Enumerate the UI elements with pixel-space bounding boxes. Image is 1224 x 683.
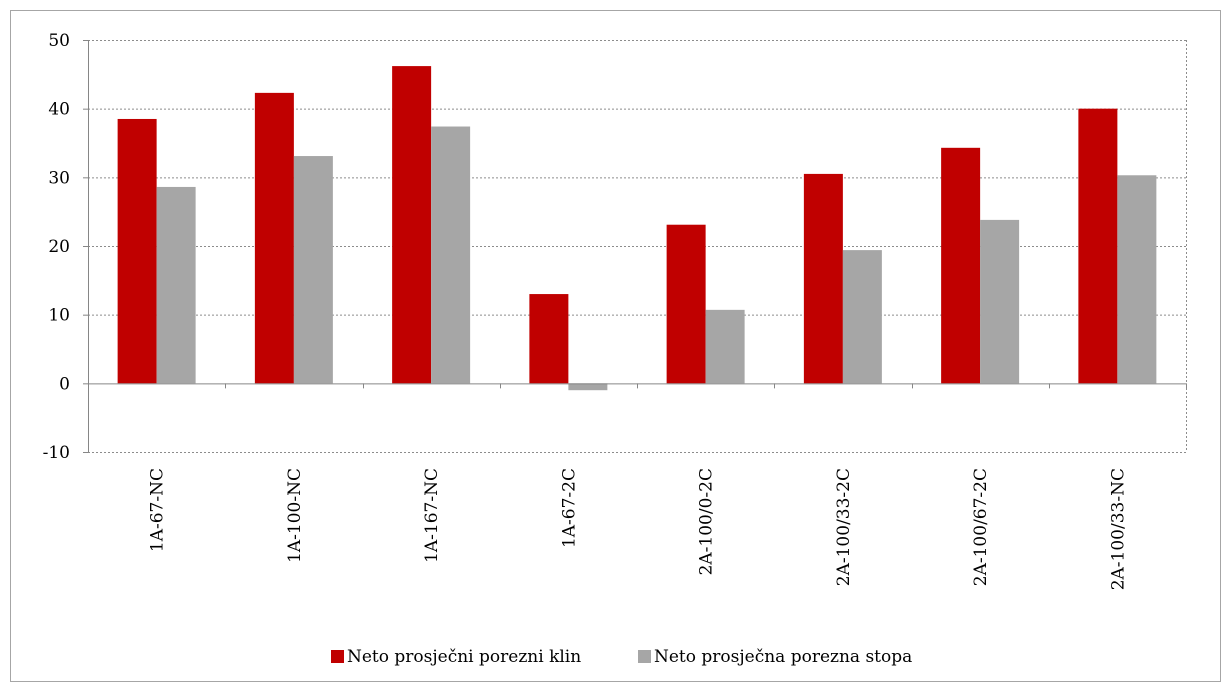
y-tick-label: 50: [48, 31, 70, 51]
bar-porezna-stopa: [568, 383, 608, 391]
bar-porezni-klin: [941, 147, 981, 384]
gridlines: [88, 40, 1187, 453]
x-tick-labels: 1A-67-NC 1A-100-NC 1A-167-NC 1A-67-2C 2A-100…: [148, 468, 1129, 590]
x-tick-label: 1A-167-NC: [422, 468, 442, 563]
bar-porezni-klin: [254, 92, 294, 384]
axes: [83, 40, 1187, 453]
bar-porezni-klin: [666, 224, 706, 384]
legend-swatch: [638, 650, 651, 663]
x-tick-label: 2A-100/33-NC: [1108, 468, 1128, 590]
bar-porezni-klin: [392, 66, 432, 384]
y-tick-label: 20: [48, 237, 70, 257]
legend-swatch: [331, 650, 344, 663]
y-tick-labels: -10 0 10 20 30 40 50: [43, 31, 70, 463]
bar-porezna-stopa: [980, 219, 1020, 384]
y-tick-label: 40: [48, 100, 70, 120]
legend-label: Neto prosječna porezna stopa: [654, 647, 912, 667]
y-tick-label: 30: [48, 168, 70, 188]
y-tick-label: -10: [43, 443, 70, 463]
x-tick-label: 2A-100/67-2C: [971, 468, 991, 586]
x-tick-label: 2A-100/33-2C: [834, 468, 854, 586]
bar-porezni-klin: [117, 118, 157, 384]
x-tick-label: 1A-100-NC: [285, 468, 305, 563]
bar-porezna-stopa: [293, 156, 333, 384]
y-tick-label: 0: [59, 374, 70, 394]
bar-porezna-stopa: [156, 186, 196, 384]
bar-porezni-klin: [803, 173, 843, 384]
x-tick-label: 2A-100/0-2C: [697, 468, 717, 575]
y-tick-label: 10: [48, 306, 70, 326]
bar-porezna-stopa: [842, 250, 882, 384]
bar-porezni-klin: [1078, 108, 1118, 384]
bar-porezni-klin: [529, 294, 569, 384]
x-tick-label: 1A-67-NC: [148, 468, 168, 552]
bar-porezna-stopa: [431, 126, 471, 384]
bars: [117, 66, 1157, 391]
x-tick-label: 1A-67-2C: [559, 468, 579, 548]
legend: Neto prosječni porezni klin Neto prosječn…: [331, 647, 912, 667]
bar-porezna-stopa: [1117, 175, 1157, 384]
chart-frame: [10, 10, 1221, 682]
legend-label: Neto prosječni porezni klin: [347, 647, 581, 667]
bar-porezna-stopa: [705, 309, 745, 384]
